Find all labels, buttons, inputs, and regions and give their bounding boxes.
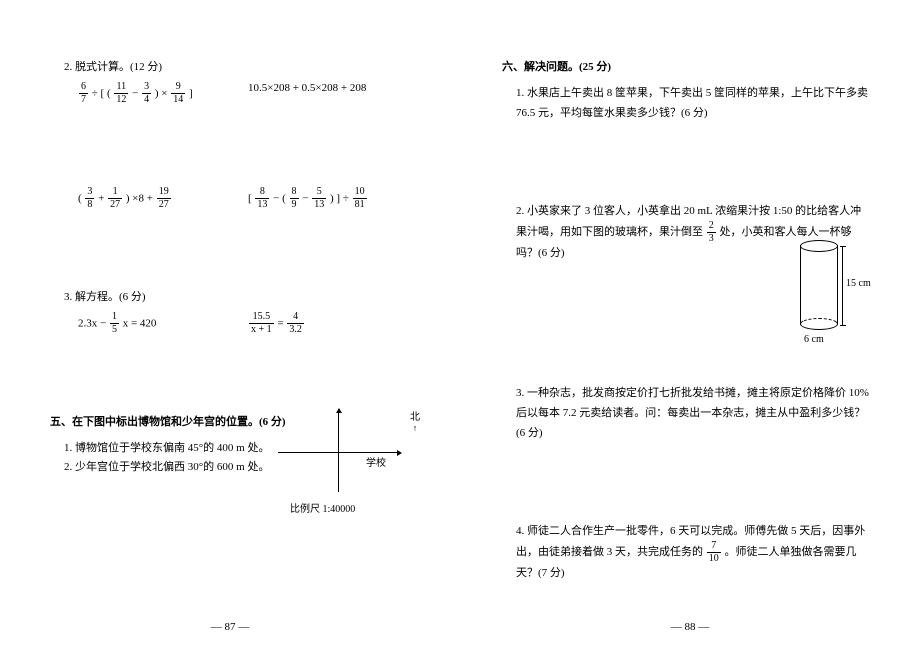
cylinder-bottom — [800, 318, 838, 330]
q2-expr3: ( 38 + 127 ) ×8 + 1927 — [78, 187, 248, 210]
q3-row: 2.3x − 15 x = 420 15.5x + 1 = 43.2 — [50, 312, 418, 335]
q3-title: 3. 解方程。(6 分) — [50, 288, 418, 308]
q2-expr1: 67 ÷ [ ( 1112 − 34 ) × 914 ] — [78, 82, 248, 105]
cylinder-diagram: 15 cm 6 cm — [800, 240, 860, 350]
diagram-vaxis — [338, 412, 339, 492]
sec6-title: 六、解决问题。(25 分) — [502, 58, 870, 74]
cylinder-body — [800, 245, 838, 325]
q2-expr2: 10.5×208 + 0.5×208 + 208 — [248, 82, 418, 105]
right-page: 六、解决问题。(25 分) 1. 水果店上午卖出 8 筐苹果，下午卖出 5 筐同… — [460, 0, 920, 651]
left-page: 2. 脱式计算。(12 分) 67 ÷ [ ( 1112 − 34 ) × 91… — [0, 0, 460, 651]
q2-expr4: [ 813 − ( 89 − 513 ) ] ÷ 1081 — [248, 187, 418, 210]
compass-diagram: 学校 北 比例尺 1:40000 — [278, 404, 428, 524]
diagram-scale-label: 比例尺 1:40000 — [290, 500, 355, 515]
page-spread: 2. 脱式计算。(12 分) 67 ÷ [ ( 1112 − 34 ) × 91… — [0, 0, 920, 651]
q6-1: 1. 水果店上午卖出 8 筐苹果，下午卖出 5 筐同样的苹果，上午比下午多卖 7… — [502, 84, 870, 124]
cylinder-width-label: 6 cm — [804, 334, 824, 345]
q6-4: 4. 师徒二人合作生产一批零件，6 天可以完成。师傅先做 5 天后，因事外出，由… — [502, 522, 870, 585]
q2-row2: ( 38 + 127 ) ×8 + 1927 [ 813 − ( 89 − 51… — [50, 187, 418, 210]
q2-row1: 67 ÷ [ ( 1112 − 34 ) × 914 ] 10.5×208 + … — [50, 82, 418, 105]
page-number-left: — 87 — — [0, 621, 460, 633]
diagram-north-label: 北 — [410, 408, 420, 433]
q6-3: 3. 一种杂志，批发商按定价打七折批发给书摊，摊主将原定价格降价 10% 后以每… — [502, 384, 870, 443]
diagram-school-label: 学校 — [366, 454, 386, 469]
q3-expr2: 15.5x + 1 = 43.2 — [248, 312, 418, 335]
cylinder-height-marker — [842, 246, 843, 326]
page-number-right: — 88 — — [460, 621, 920, 633]
q2-title: 2. 脱式计算。(12 分) — [50, 58, 418, 78]
cylinder-top — [800, 240, 838, 252]
q3-expr1: 2.3x − 15 x = 420 — [78, 312, 248, 335]
cylinder-height-label: 15 cm — [846, 278, 871, 289]
